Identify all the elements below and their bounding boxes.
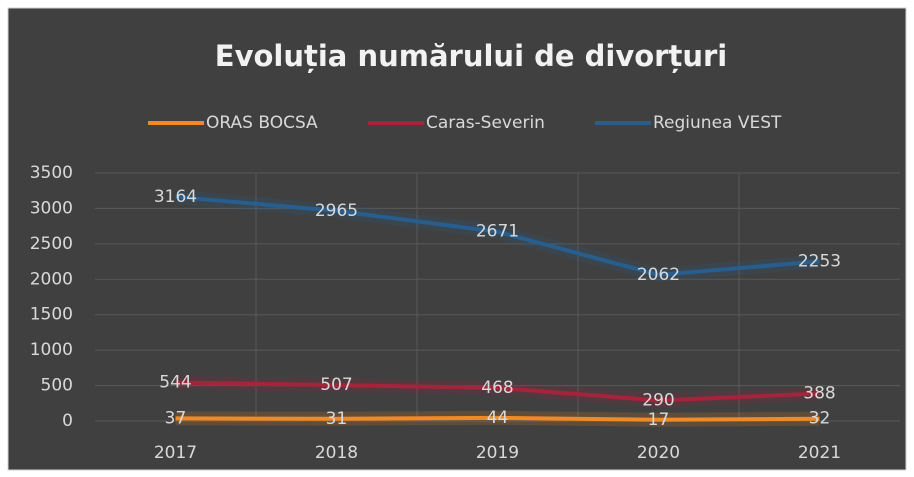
data-label: 2253: [798, 251, 841, 271]
y-tick-label: 1000: [30, 340, 73, 360]
x-tick-label: 2018: [315, 443, 358, 463]
data-label: 44: [487, 408, 509, 428]
data-label: 17: [648, 410, 670, 430]
data-label: 2965: [315, 201, 358, 221]
chart-background: [7, 7, 907, 471]
y-tick-label: 2500: [30, 234, 73, 254]
data-label: 388: [803, 384, 835, 404]
y-tick-label: 0: [62, 411, 73, 431]
y-tick-label: 1500: [30, 305, 73, 325]
y-tick-label: 2000: [30, 269, 73, 289]
x-tick-label: 2019: [476, 443, 519, 463]
legend-label: ORAS BOCSA: [206, 113, 318, 133]
data-label: 32: [809, 409, 831, 429]
data-label: 468: [481, 378, 513, 398]
data-label: 31: [326, 409, 348, 429]
series-line: [175, 415, 820, 422]
series-line: [175, 194, 820, 277]
data-label: 544: [159, 372, 191, 392]
series-line: [175, 380, 820, 403]
data-label: 507: [320, 375, 352, 395]
x-tick-label: 2021: [798, 443, 841, 463]
data-label: 37: [165, 408, 187, 428]
legend-label: Caras-Severin: [426, 113, 545, 133]
data-label: 3164: [154, 187, 197, 207]
x-tick-label: 2020: [637, 443, 680, 463]
data-label: 2671: [476, 222, 519, 242]
y-tick-label: 3000: [30, 198, 73, 218]
data-label: 290: [642, 390, 674, 410]
data-label: 2062: [637, 265, 680, 285]
y-tick-label: 3500: [30, 163, 73, 183]
legend-label: Regiunea VEST: [653, 113, 782, 133]
y-tick-label: 500: [41, 376, 73, 396]
x-tick-label: 2017: [154, 443, 197, 463]
chart-title: Evoluția numărului de divorțuri: [215, 39, 727, 73]
